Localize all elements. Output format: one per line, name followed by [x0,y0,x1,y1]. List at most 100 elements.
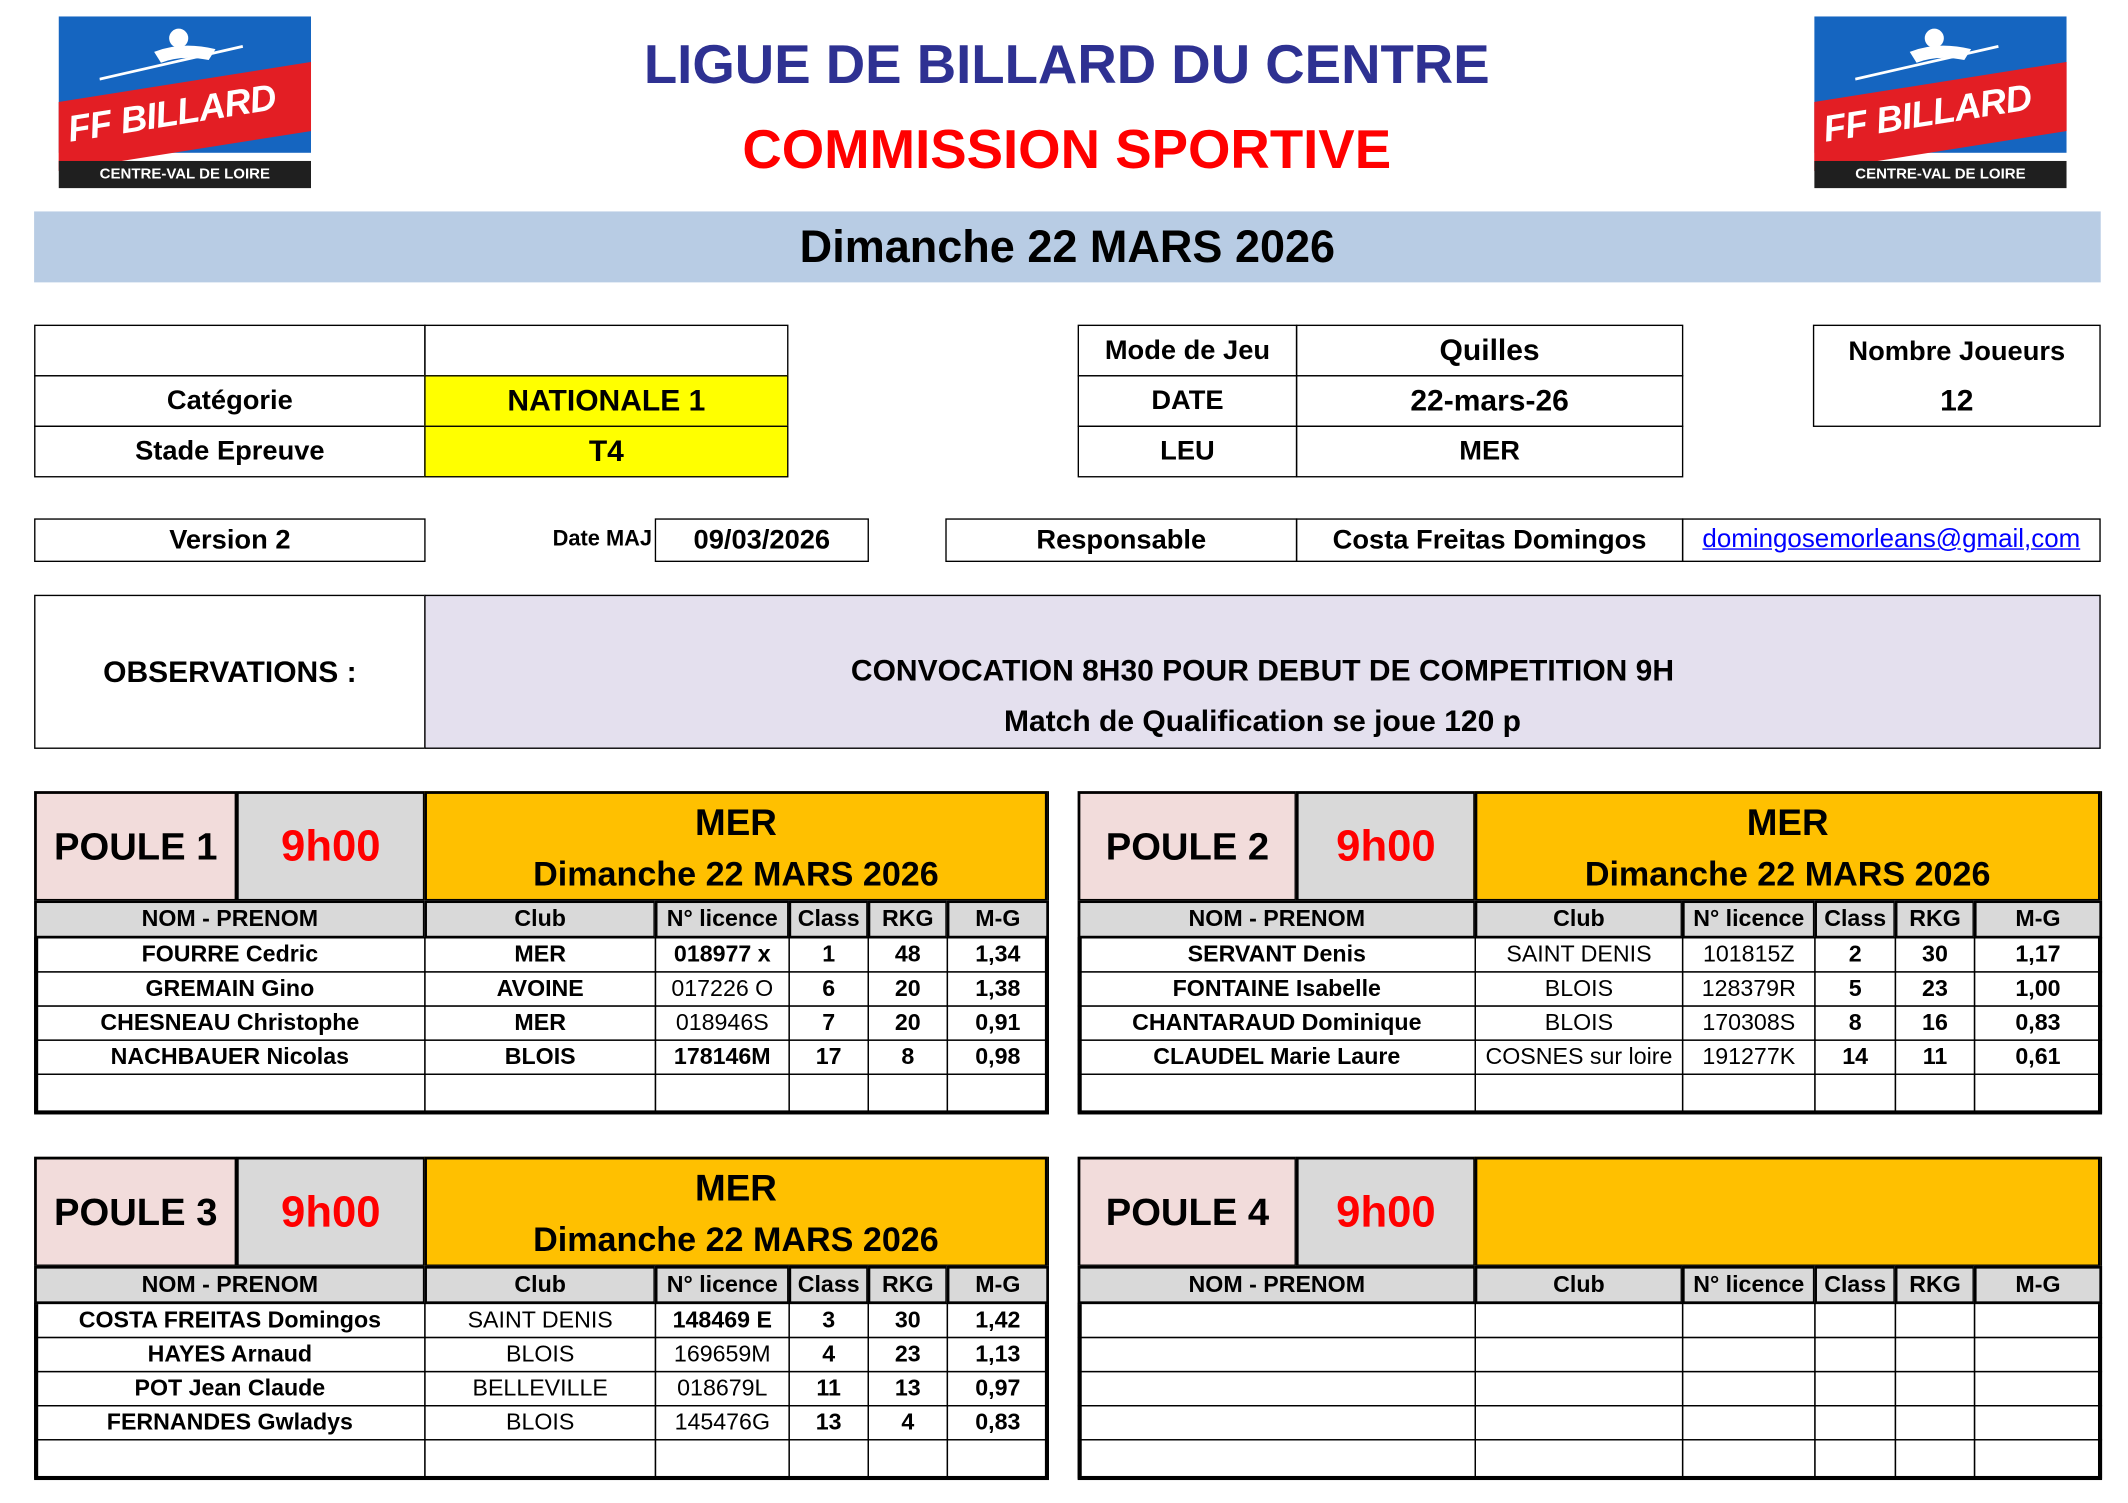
table-cell [1973,1302,2103,1339]
table-cell [1474,1336,1684,1373]
table-cell: 0,83 [946,1405,1049,1441]
table-cell: BLOIS [424,1039,657,1075]
table-cell [34,1073,426,1114]
poule-title: POULE 3 [34,1156,238,1268]
table-cell [1474,1405,1684,1441]
table-cell: POT Jean Claude [34,1370,426,1407]
table-cell [1894,1073,1976,1114]
date-value: 22-mars-26 [1295,375,1684,427]
table-cell: 23 [1894,971,1976,1007]
table-cell [1973,1336,2103,1373]
date-maj-label: Date MAJ [552,527,653,552]
poule-time: 9h00 [235,791,426,902]
table-cell: SERVANT Denis [1077,937,1476,973]
billiard-player-icon [99,28,244,81]
categorie-value: NATIONALE 1 [424,375,789,427]
table-cell: 1,38 [946,971,1049,1007]
date-maj-value: 09/03/2026 [654,518,869,563]
table-cell: CHANTARAUD Dominique [1077,1005,1476,1041]
table-cell: MER [424,1005,657,1041]
table-cell: 018946S [654,1005,790,1041]
column-header: NOM - PRENOM [1077,1265,1476,1305]
date-banner: Dimanche 22 MARS 2026 [34,211,2101,283]
table-cell [1814,1336,1897,1373]
table-cell: 4 [867,1405,949,1441]
table-cell [1894,1370,1976,1407]
table-cell [1077,1370,1476,1407]
column-header: Class [788,900,869,939]
date-label: DATE [1077,375,1298,427]
table-cell [1973,1405,2103,1441]
table-cell [1973,1439,2103,1479]
table-cell: 20 [867,971,949,1007]
table-cell [946,1073,1049,1114]
table-cell [1681,1302,1816,1339]
poule-lieu-cell [1474,1156,2101,1268]
table-cell: 13 [867,1370,949,1407]
column-header: N° licence [654,1265,790,1305]
poule-time: 9h00 [1295,1156,1476,1268]
empty-cell [424,324,789,377]
table-cell: 178146M [654,1039,790,1075]
column-header: Class [788,1265,869,1305]
column-header: Club [424,900,657,939]
table-cell: FOURRE Cedric [34,937,426,973]
table-cell [1973,1073,2103,1114]
table-cell: BELLEVILLE [424,1370,657,1407]
table-cell: 1,17 [1973,937,2103,973]
column-header: RKG [867,900,949,939]
table-cell [654,1073,790,1114]
observations-line-1: CONVOCATION 8H30 POUR DEBUT DE COMPETITI… [850,653,1675,688]
table-cell [424,1439,657,1479]
table-cell [1814,1439,1897,1479]
table-cell [1681,1405,1816,1441]
table-cell: 30 [867,1302,949,1339]
version-label: Version 2 [34,518,426,563]
column-header: M-G [1973,900,2103,939]
table-cell: FERNANDES Gwladys [34,1405,426,1441]
table-cell: 017226 O [654,971,790,1007]
poule-lieu: MER [1746,801,1829,843]
table-cell: 0,91 [946,1005,1049,1041]
responsable-email-link[interactable]: domingosemorleans@gmail,com [1702,525,2081,554]
categorie-label: Catégorie [34,375,426,427]
responsable-value: Costa Freitas Domingos [1295,518,1684,563]
table-cell: SAINT DENIS [1474,937,1684,973]
table-cell [867,1073,949,1114]
poule-lieu-cell: MER Dimanche 22 MARS 2026 [1474,791,2101,902]
leu-label: LEU [1077,425,1298,478]
poule-time: 9h00 [235,1156,426,1268]
ff-billard-logo-right: FF BILLARD CENTRE-VAL DE LOIRE [1814,16,2067,189]
table-cell [1814,1370,1897,1407]
logo-region: CENTRE-VAL DE LOIRE [1814,160,2067,189]
table-cell: BLOIS [1474,1005,1684,1041]
table-cell: 148469 E [654,1302,790,1339]
table-cell: 1 [788,937,869,973]
table-cell [34,1439,426,1479]
table-cell: 1,13 [946,1336,1049,1373]
table-cell [1077,1073,1476,1114]
table-cell [1077,1439,1476,1479]
table-cell: FONTAINE Isabelle [1077,971,1476,1007]
table-cell: 2 [1814,937,1897,973]
poule-lieu: MER [695,801,777,843]
table-cell: 11 [788,1370,869,1407]
league-title: LIGUE DE BILLARD DU CENTRE [643,35,1490,96]
table-cell: 101815Z [1681,937,1816,973]
table-cell: 1,00 [1973,971,2103,1007]
table-cell [1681,1073,1816,1114]
table-cell: 16 [1894,1005,1976,1041]
mode-label: Mode de Jeu [1077,324,1298,377]
table-cell: 170308S [1681,1005,1816,1041]
billiard-player-icon [1855,28,1999,81]
logo-region: CENTRE-VAL DE LOIRE [58,160,312,189]
table-cell [1973,1370,2103,1407]
poule-lieu [1477,1165,2098,1211]
table-cell: 30 [1894,937,1976,973]
table-cell [1894,1439,1976,1479]
table-cell: 128379R [1681,971,1816,1007]
table-cell: 018977 x [654,937,790,973]
table-cell [946,1439,1049,1479]
poule-date: Dimanche 22 MARS 2026 [533,854,939,893]
